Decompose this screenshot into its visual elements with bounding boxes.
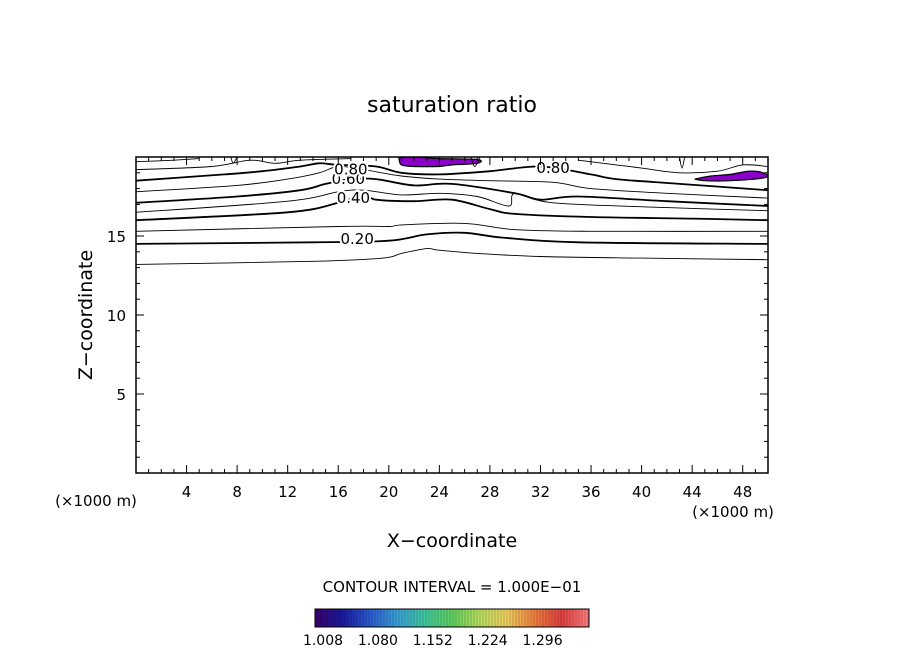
y-tick-label: 10 — [107, 307, 126, 325]
x-tick-label: 20 — [379, 483, 398, 501]
contour-label-2: 0.60 — [332, 170, 365, 188]
colorbar-stripes — [317, 609, 589, 627]
x-tick-label: 24 — [430, 483, 449, 501]
x-tick-label: 16 — [329, 483, 348, 501]
contour-0.2-1 — [136, 231, 768, 245]
x-tick-label: 32 — [531, 483, 550, 501]
x-tick-label: 40 — [632, 483, 651, 501]
contour-0.9-13 — [679, 157, 686, 169]
y-axis-label: Z−coordinate — [75, 250, 97, 380]
contour-0.6-5 — [136, 177, 768, 207]
y-tick-label: 15 — [107, 228, 126, 246]
contour-0.9-8 — [136, 158, 351, 171]
contour-label-1: 0.40 — [337, 189, 370, 207]
x-tick-label: 28 — [480, 483, 499, 501]
x-tick-label: 4 — [182, 483, 192, 501]
contour-labels: 0.200.400.600.80 0.80 — [330, 157, 572, 250]
y-tick-label: 5 — [116, 386, 126, 404]
filled-region-1 — [694, 170, 768, 182]
contour-0.9-12 — [470, 157, 481, 167]
contour-0.9-9 — [578, 159, 768, 174]
contour-0.9-10 — [136, 158, 200, 163]
contour-0.5-4 — [136, 189, 768, 213]
x-tick-label: 48 — [733, 483, 752, 501]
x-tick-label: 12 — [278, 483, 297, 501]
contour-0.8-7 — [136, 162, 768, 192]
x-axis-label: X−coordinate — [387, 530, 517, 552]
colorbar-tick-label: 1.080 — [358, 633, 398, 649]
y-axis-ticks: 5 10 15 — [107, 156, 768, 474]
x-unit-right: (×1000 m) — [692, 503, 774, 521]
x-unit-left: (×1000 m) — [55, 492, 137, 510]
contour-0.9-11 — [230, 157, 238, 164]
colorbar-tick-label: 1.224 — [468, 633, 508, 649]
colorbar-tick-label: 1.008 — [303, 633, 343, 649]
colorbar — [314, 608, 590, 628]
contour-0.7-6 — [136, 165, 768, 199]
contour-lines — [136, 157, 768, 265]
contour-label-4: 0.80 — [536, 159, 569, 177]
x-tick-label: 36 — [581, 483, 600, 501]
colorbar-ticks: 1.008 1.080 1.152 1.224 1.296 — [303, 633, 563, 649]
contour-0.3-2 — [136, 222, 768, 232]
x-tick-label: 44 — [683, 483, 702, 501]
filled-regions — [398, 157, 768, 182]
x-axis-ticks: 4 8 12 16 20 24 28 32 36 40 44 48 — [135, 157, 769, 501]
x-tick-label: 8 — [232, 483, 242, 501]
filled-region-0 — [398, 157, 482, 168]
contour-interval-text: CONTOUR INTERVAL = 1.000E−01 — [323, 578, 582, 596]
contour-label-3: 0.80 — [334, 161, 367, 179]
colorbar-tick-label: 1.296 — [523, 633, 563, 649]
colorbar-tick-label: 1.152 — [413, 633, 453, 649]
chart-title: saturation ratio — [367, 93, 537, 118]
contour-0.4-3 — [136, 193, 768, 222]
contour-label-0: 0.20 — [340, 230, 373, 248]
contour-0.1-0 — [136, 248, 768, 265]
plot-frame — [135, 156, 769, 474]
